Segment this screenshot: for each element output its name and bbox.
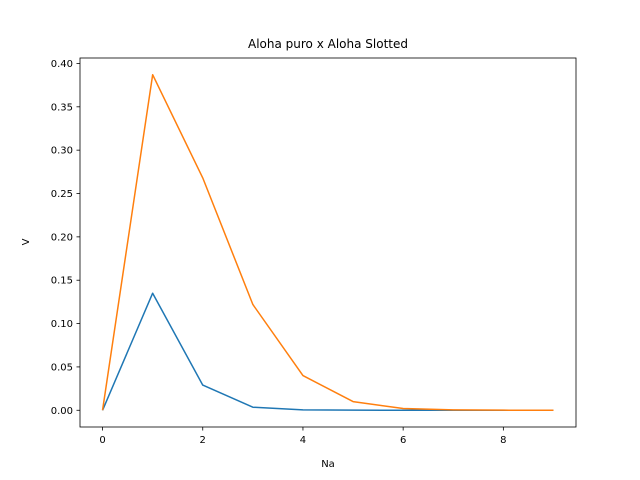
- y-tick-label: 0.10: [51, 319, 73, 330]
- x-tick-label: 6: [400, 435, 406, 446]
- series-layer: [101, 73, 554, 412]
- series-line-2: [101, 73, 554, 412]
- x-tick-label: 4: [300, 435, 306, 446]
- x-tick-label: 0: [99, 435, 105, 446]
- y-axis-label: V: [21, 238, 32, 245]
- x-tick-label: 8: [500, 435, 506, 446]
- plot-frame: [79, 57, 577, 428]
- x-axis-ticks: 0 2 4 6 8: [99, 427, 507, 446]
- y-tick-label: 0.30: [51, 146, 73, 157]
- y-tick-label: 0.05: [51, 362, 73, 373]
- y-tick-label: 0.15: [51, 276, 73, 287]
- y-tick-label: 0.25: [51, 189, 73, 200]
- y-axis-ticks: 0.00 0.05 0.10 0.15 0.20 0.25 0.30 0.35 0.40: [51, 59, 80, 417]
- y-tick-label: 0.35: [51, 102, 73, 113]
- x-axis-label: Na: [321, 459, 335, 470]
- chart-title: Aloha puro x Aloha Slotted: [248, 37, 408, 51]
- y-tick-label: 0.40: [51, 59, 73, 70]
- y-tick-label: 0.00: [51, 406, 73, 417]
- x-tick-label: 2: [200, 435, 206, 446]
- y-tick-label: 0.20: [51, 232, 73, 243]
